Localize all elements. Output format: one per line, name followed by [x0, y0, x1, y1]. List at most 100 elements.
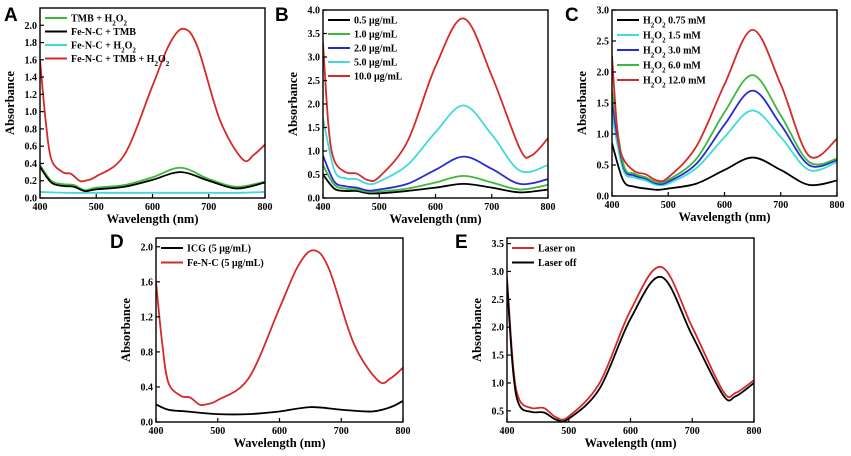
series-line-0-5-g-ml-0 [323, 173, 548, 195]
legend-entry: Fe-N-C (5 μg/mL) [187, 258, 264, 269]
series-line-tmb-h-0 [40, 164, 265, 192]
y-tick-label: 2.0 [308, 100, 321, 111]
legend-entry: H2O2 3.0 mM [643, 46, 701, 60]
y-tick-label: 1.0 [25, 107, 38, 118]
x-tick-label: 400 [33, 202, 48, 213]
legend-entry: Fe-N-C + TMB [71, 27, 136, 38]
y-tick-label: 0.0 [597, 192, 610, 203]
x-tick-label: 700 [773, 200, 788, 211]
series-group [40, 27, 265, 194]
legend-entry: TMB + H2O2 [71, 14, 128, 28]
y-tick-label: 3.5 [308, 29, 321, 40]
y-tick-label: 1.5 [308, 123, 321, 134]
legend-entry: H2O2 6.0 mM [643, 61, 701, 75]
legend-entry: Fe-N-C + TMB + H2O2 [71, 54, 170, 68]
y-tick-label: 0.5 [308, 170, 321, 181]
y-axis-label: Absorbance [119, 298, 133, 362]
y-tick-label: 2.5 [308, 76, 321, 87]
series-line-laser-off-1 [507, 276, 754, 422]
x-tick-label: 600 [717, 200, 732, 211]
x-tick-label: 500 [372, 202, 387, 213]
x-tick-label: 500 [661, 200, 676, 211]
legend-entry: Laser on [538, 244, 576, 255]
chart-panel-c: 400 500 600 700 800 0.0 0.5 1.0 1.5 2.0 2.5 3.0 Wave… [575, 6, 845, 225]
x-tick-label: 600 [428, 202, 443, 213]
y-tick-label: 1.5 [597, 99, 610, 110]
legend-entry: Laser off [538, 258, 577, 269]
legend-entry: Fe-N-C + H2O2 [71, 41, 136, 55]
y-tick-label: 2.0 [492, 323, 505, 334]
series-line-2-0-g-ml-2 [323, 154, 548, 192]
chart-panel-b: 400 500 600 700 800 0.0 0.5 1.0 1.5 2.0 2.5 3.0 3.5 4… [286, 6, 556, 227]
legend-entry: 10.0 μg/mL [354, 72, 403, 83]
x-tick-label: 500 [89, 202, 104, 213]
panel-label-d: D [110, 232, 124, 253]
legend-entry: 5.0 μg/mL [354, 58, 398, 69]
chart-panel-a: 400 500 600 700 800 0.0 0.2 0.4 0.6 0.8 1.0 1.2 1.4 1… [3, 7, 273, 226]
x-tick-label: 800 [541, 202, 556, 213]
y-tick-label: 1.5 [492, 351, 505, 362]
x-tick-label: 800 [396, 426, 411, 437]
series-group [612, 28, 837, 191]
series-line-fe-n-c-h-2 [40, 191, 265, 194]
legend-entry: 0.5 μg/mL [354, 16, 398, 27]
y-tick-label: 0.4 [25, 159, 38, 170]
y-tick-label: 2.5 [597, 37, 610, 48]
x-axis-label: Wavelength (nm) [678, 210, 770, 224]
x-tick-label: 400 [605, 200, 620, 211]
series-line-h-0-75-mm-0 [612, 142, 837, 191]
panel-label-c: C [565, 5, 579, 26]
x-tick-label: 700 [201, 202, 216, 213]
legend-entry: H2O2 0.75 mM [643, 16, 706, 30]
x-tick-label: 500 [210, 426, 225, 437]
y-tick-label: 3.0 [308, 53, 321, 64]
series-line-5-0-g-ml-3 [323, 104, 548, 186]
series-line-1-0-g-ml-1 [323, 164, 548, 193]
y-tick-label: 1.0 [308, 147, 321, 158]
legend-entry: 2.0 μg/mL [354, 44, 398, 55]
y-tick-label: 2.5 [492, 295, 505, 306]
series-group [507, 266, 754, 422]
x-tick-label: 400 [500, 426, 515, 437]
y-axis-label: Absorbance [470, 298, 484, 362]
series-line-fe-n-c-5-g-ml-1 [156, 249, 403, 407]
y-tick-label: 1.2 [25, 90, 38, 101]
y-tick-label: 3.0 [492, 267, 505, 278]
y-tick-label: 2.0 [25, 21, 38, 32]
x-axis-label: Wavelength (nm) [389, 212, 481, 226]
y-tick-label: 0.4 [141, 382, 154, 393]
y-tick-label: 0.0 [141, 418, 154, 429]
x-axis-label: Wavelength (nm) [233, 436, 325, 450]
y-tick-label: 2.0 [141, 242, 154, 253]
series-line-h-12-0-mm-4 [612, 28, 837, 183]
legend-entry: ICG (5 μg/mL) [187, 244, 251, 255]
series-line-fe-n-c-tmb-1 [40, 166, 265, 193]
series-line-laser-on-0 [507, 266, 754, 421]
y-tick-label: 0.2 [25, 176, 38, 187]
y-tick-label: 0.8 [141, 347, 154, 358]
y-tick-label: 1.8 [25, 38, 38, 49]
x-tick-label: 400 [316, 202, 331, 213]
y-tick-label: 0.0 [25, 194, 38, 205]
chart-panel-e: 400 500 600 700 800 0.5 1.0 1.5 2.0 2.5 3.0 3.5 Wave… [470, 237, 762, 450]
x-tick-label: 800 [747, 426, 762, 437]
y-tick-label: 0.0 [308, 194, 321, 205]
panel-label-a: A [4, 5, 18, 26]
y-tick-label: 1.6 [141, 277, 154, 288]
y-tick-label: 0.5 [597, 161, 610, 172]
panel-label-b: B [275, 5, 289, 26]
x-axis-label: Wavelength (nm) [106, 212, 198, 226]
x-tick-label: 600 [623, 426, 638, 437]
x-tick-label: 700 [685, 426, 700, 437]
y-tick-label: 1.6 [25, 55, 38, 66]
x-tick-label: 800 [830, 200, 845, 211]
y-tick-label: 0.8 [25, 124, 38, 135]
series-line-h-6-0-mm-3 [612, 74, 837, 184]
series-line-h-1-5-mm-1 [612, 109, 837, 187]
panel-label-e: E [455, 232, 468, 253]
series-group [156, 249, 403, 416]
y-tick-label: 1.2 [141, 312, 154, 323]
series-line-icg-5-g-ml-0 [156, 400, 403, 416]
series-line-h-3-0-mm-2 [612, 89, 837, 186]
